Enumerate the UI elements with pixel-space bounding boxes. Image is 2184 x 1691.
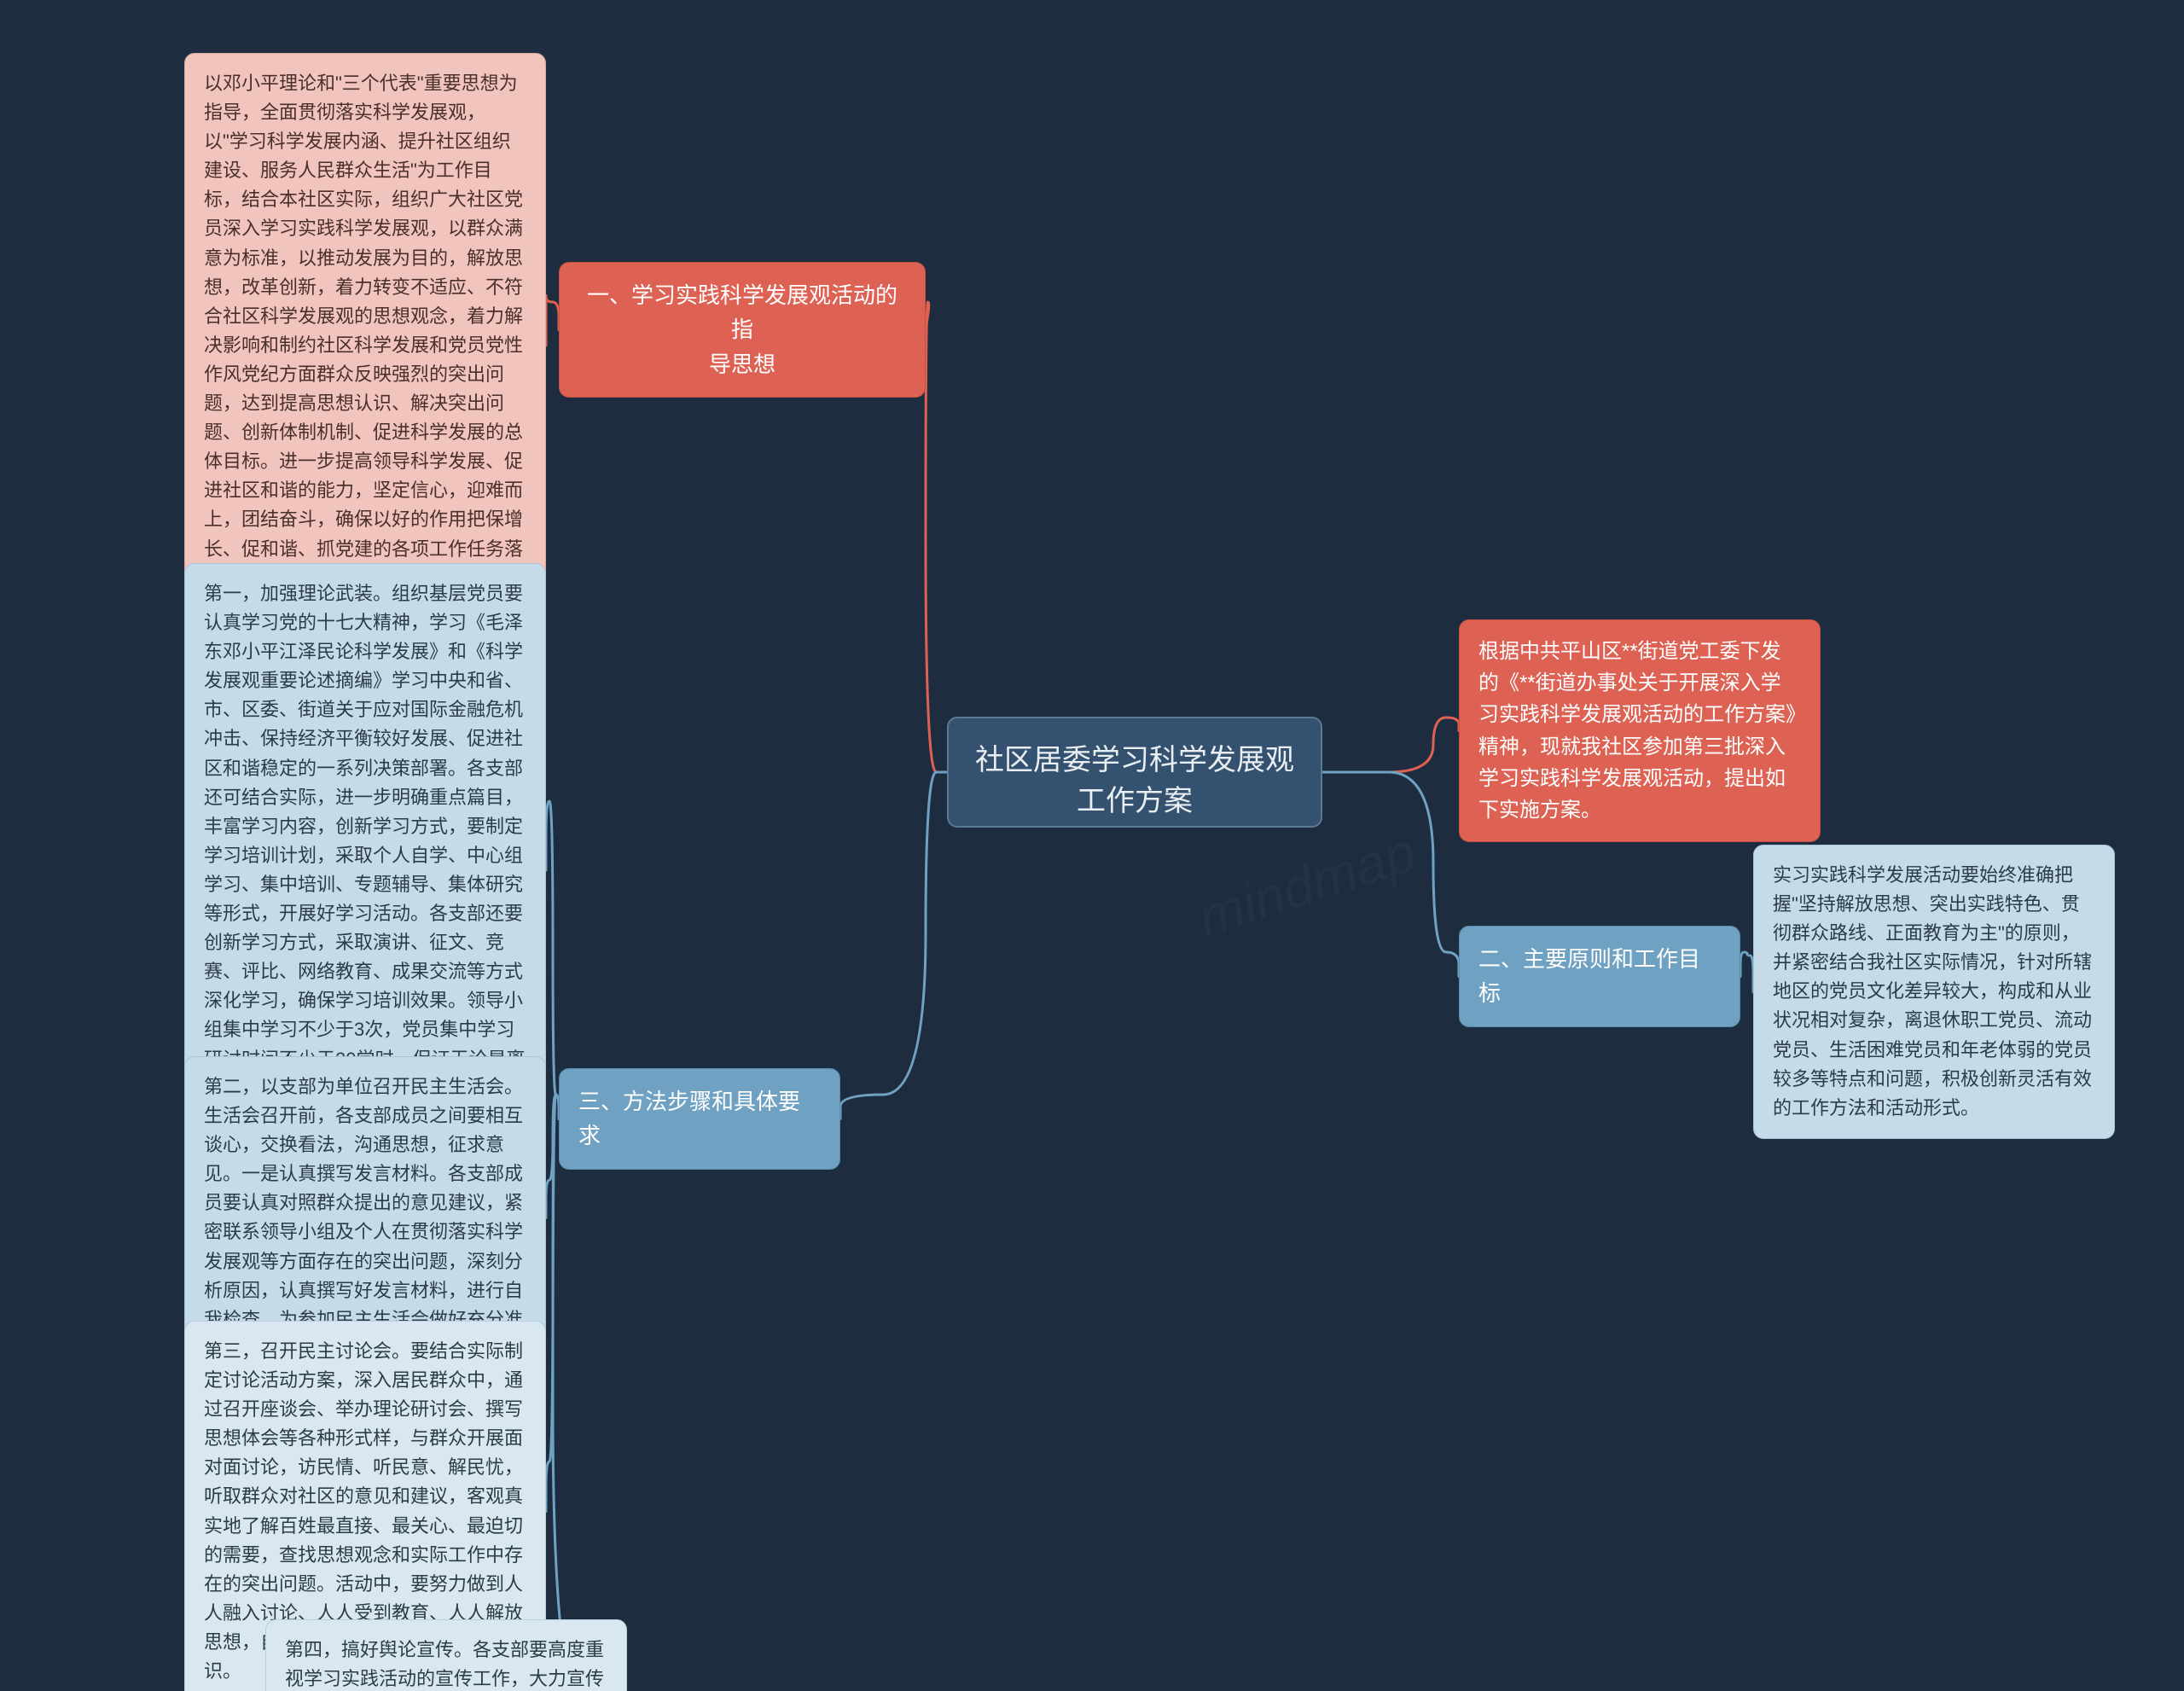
branch-3-label: 三、方法步骤和具体要求 bbox=[578, 1089, 800, 1148]
branch-1-child-1[interactable]: 以邓小平理论和"三个代表"重要思想为指导，全面贯彻落实科学发展观，以"学习科学发… bbox=[184, 53, 546, 638]
branch-3-child-2-text: 第二，以支部为单位召开民主生活会。生活会召开前，各支部成员之间要相互谈心，交换看… bbox=[204, 1076, 523, 1359]
branch-1-guiding-thought[interactable]: 一、学习实践科学发展观活动的指导思想 bbox=[559, 262, 926, 398]
branch-3-child-4[interactable]: 第四，搞好舆论宣传。各支部要高度重视学习实践活动的宣传工作，大力宣传科学发展观的… bbox=[265, 1619, 627, 1691]
branch-2-child-1[interactable]: 实习实践科学发展活动要始终准确把握"坚持解放思想、突出实践特色、贯彻群众路线、正… bbox=[1753, 845, 2115, 1139]
branch-2-child-1-text: 实习实践科学发展活动要始终准确把握"坚持解放思想、突出实践特色、贯彻群众路线、正… bbox=[1773, 864, 2092, 1119]
branch-2-principles[interactable]: 二、主要原则和工作目标 bbox=[1459, 926, 1740, 1027]
branch-3-child-4-text: 第四，搞好舆论宣传。各支部要高度重视学习实践活动的宣传工作，大力宣传科学发展观的… bbox=[285, 1639, 604, 1691]
branch-1-label: 一、学习实践科学发展观活动的指导思想 bbox=[587, 282, 897, 377]
branch-1-child-1-text: 以邓小平理论和"三个代表"重要思想为指导，全面贯彻落实科学发展观，以"学习科学发… bbox=[204, 73, 523, 618]
branch-3-methods[interactable]: 三、方法步骤和具体要求 bbox=[559, 1068, 840, 1170]
root-node[interactable]: 社区居委学习科学发展观工作方案 bbox=[947, 717, 1322, 828]
intro-node[interactable]: 根据中共平山区**街道党工委下发的《**街道办事处关于开展深入学习实践科学发展观… bbox=[1459, 619, 1821, 842]
watermark-2: mindmap bbox=[1190, 820, 1423, 950]
root-label: 社区居委学习科学发展观工作方案 bbox=[975, 744, 1294, 817]
intro-text: 根据中共平山区**街道党工委下发的《**街道办事处关于开展深入学习实践科学发展观… bbox=[1478, 640, 1796, 822]
branch-2-label: 二、主要原则和工作目标 bbox=[1478, 946, 1700, 1006]
